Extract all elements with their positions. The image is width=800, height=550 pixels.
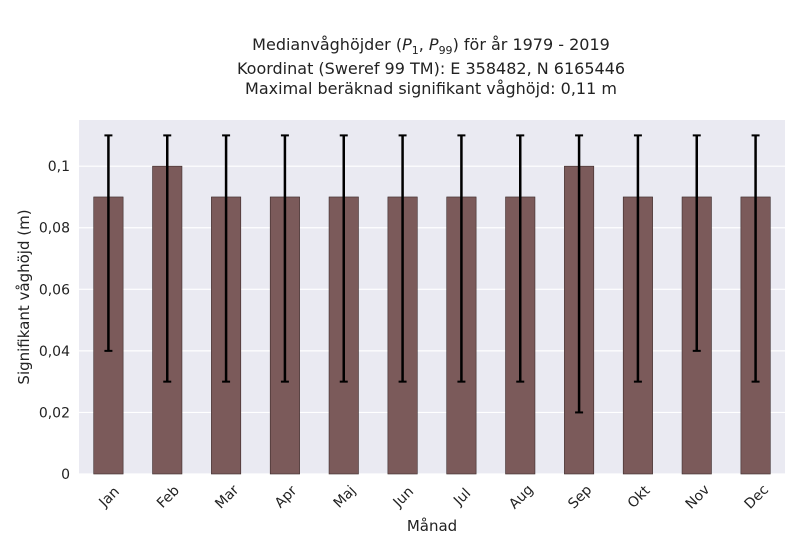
x-axis-label: Månad — [407, 517, 457, 535]
y-tick-label: 0 — [61, 467, 70, 483]
y-axis-label: Signifikant våghöjd (m) — [15, 209, 33, 384]
x-tick-label: Sep — [565, 482, 595, 512]
plot-area — [79, 120, 785, 474]
x-tick-labels: Jan Feb Mar Apr Maj Jun Jul Aug Sep Okt Nov Dec — [96, 482, 772, 513]
x-tick-label: Jan — [96, 484, 123, 511]
y-tick-label: 0,02 — [39, 405, 70, 421]
x-tick-label: Apr — [272, 483, 301, 512]
chart-title-line-3: Maximal beräknad signifikant våghöjd: 0,… — [245, 79, 617, 98]
error-bars — [104, 134, 760, 414]
x-tick-label: Mar — [212, 482, 242, 512]
x-tick-label: Dec — [742, 482, 772, 512]
chart-title-line-1: Medianvåghöjder (P1, P99) för år 1979 - … — [252, 35, 610, 58]
y-tick-label: 0,04 — [39, 344, 70, 360]
x-tick-label: Feb — [154, 483, 183, 512]
chart-title-line-2: Koordinat (Sweref 99 TM): E 358482, N 61… — [236, 59, 626, 78]
x-tick-label: Jul — [450, 486, 474, 510]
y-tick-label: 0,06 — [39, 282, 70, 298]
grid-lines — [79, 165, 785, 475]
x-tick-label: Nov — [683, 482, 714, 513]
x-tick-label: Maj — [331, 483, 360, 512]
y-tick-labels: 0 0,02 0,04 0,06 0,08 0,1 — [39, 159, 70, 483]
y-tick-label: 0,08 — [39, 221, 70, 237]
x-tick-label: Jun — [390, 484, 417, 511]
x-tick-label: Aug — [506, 482, 537, 513]
y-tick-label: 0,1 — [48, 159, 70, 175]
x-tick-label: Okt — [625, 482, 654, 511]
